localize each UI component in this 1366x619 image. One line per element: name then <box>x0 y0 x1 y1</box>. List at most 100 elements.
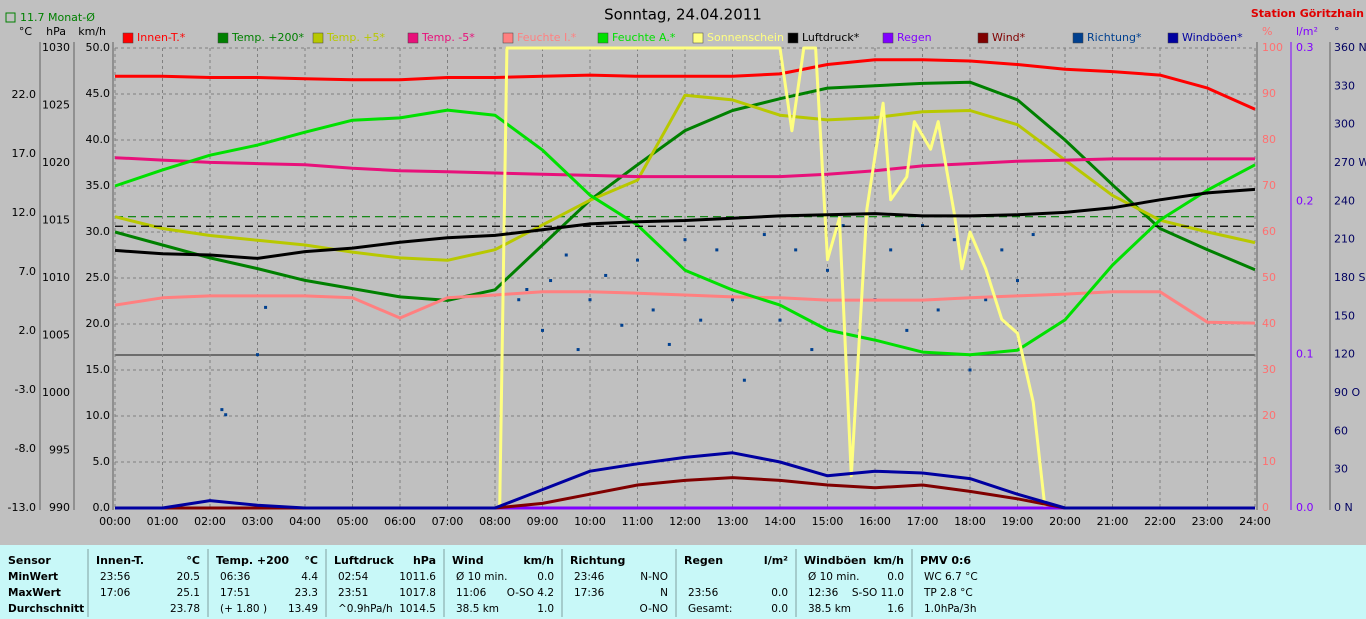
series-line <box>114 108 1256 357</box>
y-tick-label: 90 <box>1262 87 1276 100</box>
y-tick-label: -8.0 <box>15 442 36 455</box>
station-name: Station Göritzhain <box>1251 7 1364 20</box>
series-line <box>115 46 1255 510</box>
direction-point <box>588 298 592 302</box>
x-tick-label: 19:00 <box>1002 515 1034 528</box>
y-tick-label: 50 <box>1262 271 1276 284</box>
legend-swatch <box>1072 32 1084 44</box>
series-line <box>114 80 1256 302</box>
axis-unit: hPa <box>46 25 66 38</box>
x-tick-label: 13:00 <box>717 515 749 528</box>
chart-title: Sonntag, 24.04.2011 <box>604 6 762 24</box>
y-tick-label: 995 <box>49 444 70 457</box>
legend-swatch <box>597 32 609 44</box>
table-cell: 38.5 km <box>808 603 851 615</box>
direction-point <box>921 224 924 228</box>
table-cell: O-SO 4.2 <box>507 587 554 599</box>
y-tick-label: 50.0 <box>86 41 111 54</box>
table-unit: hPa <box>413 554 436 567</box>
y-tick-label: 1010 <box>42 271 70 284</box>
table-header: Richtung <box>570 554 625 567</box>
series-line <box>115 58 1256 111</box>
direction-point <box>683 238 687 242</box>
direction-point <box>264 305 268 309</box>
y-tick-label: 150 <box>1334 309 1355 322</box>
direction-point <box>576 348 580 352</box>
table-cell: 0.0 <box>771 603 788 615</box>
direction-point <box>1016 279 1019 283</box>
direction-point <box>715 248 719 252</box>
legend-swatch <box>977 32 989 44</box>
y-tick-label: 80 <box>1262 133 1276 146</box>
table-unit: km/h <box>873 554 904 567</box>
table-unit: l/m² <box>764 554 788 567</box>
legend-label: Luftdruck* <box>802 31 860 44</box>
axis-unit: l/m² <box>1296 25 1318 38</box>
table-background <box>0 545 1366 619</box>
table-cell: 06:36 <box>220 571 251 583</box>
table-cell: 1.0 <box>537 603 554 615</box>
y-tick-label: 70 <box>1262 179 1276 192</box>
x-tick-label: 12:00 <box>669 515 701 528</box>
y-tick-label: 35.0 <box>86 179 111 192</box>
y-tick-label: 20 <box>1262 409 1276 422</box>
x-tick-label: 15:00 <box>812 515 844 528</box>
y-tick-label: 0 N <box>1334 501 1353 514</box>
x-tick-label: 21:00 <box>1097 515 1129 528</box>
table-row-label: MaxWert <box>8 587 61 599</box>
y-tick-label: 990 <box>49 501 70 514</box>
y-tick-label: 60 <box>1334 424 1348 437</box>
direction-point <box>952 238 956 242</box>
legend-swatch <box>1167 32 1179 44</box>
direction-point <box>517 298 521 302</box>
series-line <box>114 156 1255 179</box>
x-tick-label: 05:00 <box>337 515 369 528</box>
table-header: Regen <box>684 554 723 567</box>
direction-point <box>224 413 228 417</box>
legend-label: Sonnenschein <box>707 31 784 44</box>
series-line <box>115 451 1255 510</box>
legend-swatch <box>882 32 894 44</box>
legend-label: Feuchte A.* <box>612 31 676 44</box>
direction-point <box>778 318 782 322</box>
y-tick-label: 360 N <box>1334 41 1366 54</box>
table-cell: 1.0hPa/3h <box>924 603 977 615</box>
axis-unit: °C <box>19 25 33 38</box>
direction-point <box>220 408 224 412</box>
legend-label: Wind* <box>992 31 1026 44</box>
table-cell: 17:51 <box>220 587 250 599</box>
table-cell: 1011.6 <box>399 571 436 583</box>
x-tick-label: 09:00 <box>527 515 559 528</box>
y-tick-label: 300 <box>1334 118 1355 131</box>
y-tick-label: 10 <box>1262 455 1276 468</box>
y-tick-label: 40.0 <box>86 133 111 146</box>
y-tick-label: 120 <box>1334 348 1355 361</box>
legend-swatch <box>312 32 324 44</box>
direction-point <box>905 328 909 332</box>
x-tick-label: 10:00 <box>574 515 606 528</box>
direction-point <box>826 268 829 272</box>
y-tick-label: 40 <box>1262 317 1276 330</box>
table-cell: 1.6 <box>887 603 904 615</box>
y-tick-label: 7.0 <box>19 265 37 278</box>
y-tick-label: 10.0 <box>86 409 111 422</box>
y-tick-label: 15.0 <box>86 363 111 376</box>
direction-point <box>762 233 766 237</box>
legend-swatch <box>122 32 134 44</box>
y-tick-label: 0.3 <box>1296 41 1314 54</box>
y-tick-label: 100 <box>1262 41 1283 54</box>
table-unit: °C <box>186 554 200 567</box>
direction-point <box>1000 248 1004 252</box>
axis-unit: % <box>1262 25 1272 38</box>
x-tick-label: 23:00 <box>1192 515 1224 528</box>
x-tick-label: 14:00 <box>764 515 796 528</box>
legend-swatch <box>502 32 514 44</box>
table-cell: 23.78 <box>170 603 200 615</box>
x-tick-label: 20:00 <box>1049 515 1081 528</box>
table-cell: 1014.5 <box>399 603 436 615</box>
legend-label: Temp. +5* <box>326 31 386 44</box>
table-cell: N <box>660 587 668 599</box>
table-cell: 12:36 <box>808 587 839 599</box>
y-tick-label: 17.0 <box>12 147 37 160</box>
table-cell: 4.4 <box>301 571 318 583</box>
